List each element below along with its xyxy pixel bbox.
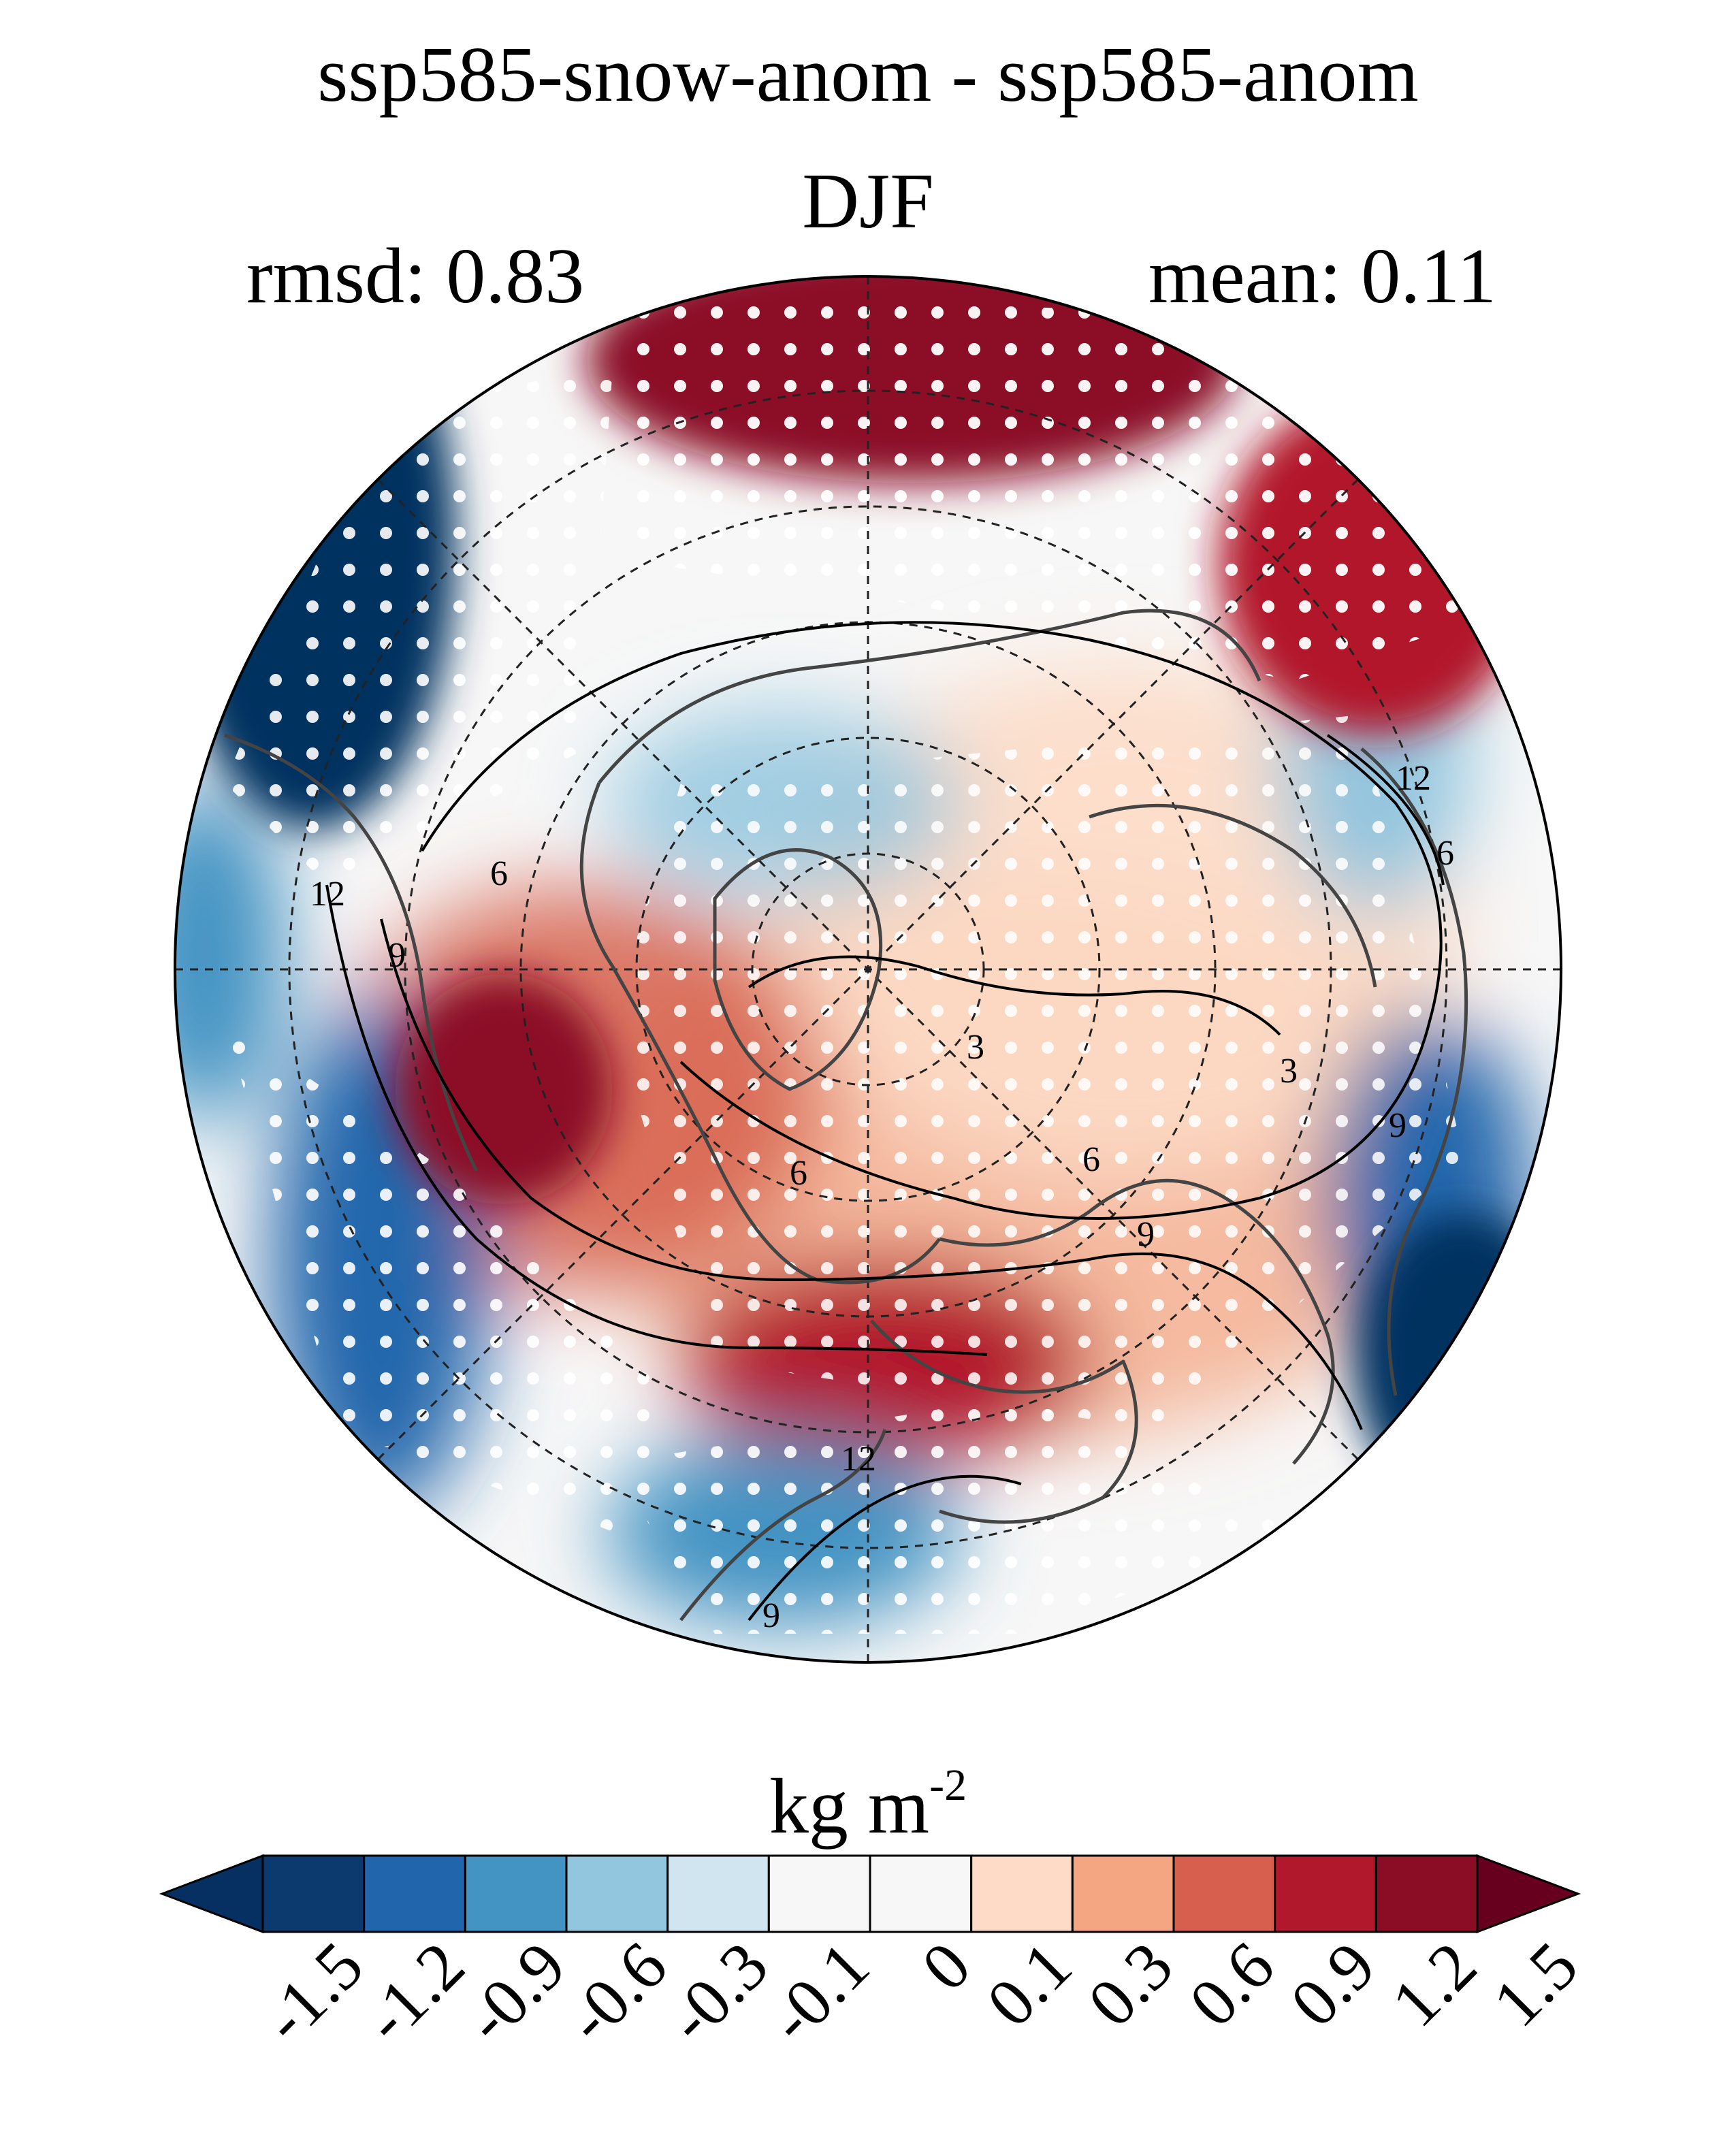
colorbar-box: [565, 1854, 669, 1933]
chart-title: ssp585-snow-anom - ssp585-anom: [317, 31, 1419, 118]
colorbar-tick-label: 0.3: [1074, 1927, 1187, 2041]
colorbar-box: [261, 1854, 366, 1933]
mean-label: mean: 0.11: [1148, 233, 1496, 320]
contour-label: 12: [841, 1440, 876, 1479]
coastline-eurasia: [939, 803, 1377, 1465]
colorbar-box: [1274, 1854, 1377, 1933]
colorbar-units: kg m-2: [0, 1760, 1736, 1847]
contour-9: [380, 918, 1363, 1430]
meridian-135: [376, 478, 1360, 1461]
colorbar-tick-label: -0.6: [551, 1927, 681, 2056]
coastline-europe: [870, 1319, 1138, 1524]
colorbar-box: [1375, 1854, 1479, 1933]
colorbar-box: [767, 1854, 871, 1933]
colorbar-box: [666, 1854, 770, 1933]
colorbar-tick-label: -0.1: [754, 1927, 883, 2056]
colorbar-extend-max: [1476, 1854, 1581, 1934]
colorbar-tick-label: -0.9: [450, 1927, 579, 2056]
colorbar-extend-min: [159, 1854, 264, 1934]
contour-label: 3: [967, 1028, 984, 1067]
rmsd-label: rmsd: 0.83: [246, 233, 585, 320]
coastline-east: [1360, 747, 1468, 1396]
lat-circle-70: [635, 737, 1101, 1202]
colorbar-tick-label: -1.2: [349, 1927, 479, 2056]
anom-strong-pos-atlantic: [395, 973, 613, 1205]
map-boundary: [174, 275, 1562, 1664]
contour-label: 6: [790, 1154, 807, 1193]
polar-map: 3 6 9 12 6 9 12 6 9 3 9 12 6: [174, 275, 1562, 1664]
colorbar-box: [464, 1854, 568, 1933]
colorbar-tick-label: 0.9: [1276, 1927, 1389, 2041]
contour-label: 9: [388, 936, 406, 975]
units-base: kg m: [769, 1763, 930, 1850]
contour-label: 6: [490, 854, 508, 893]
colorbar-box: [1172, 1854, 1276, 1933]
colorbar-box: [970, 1854, 1074, 1933]
lat-circle-40: [288, 389, 1448, 1549]
colorbar-tick-label: 1.5: [1479, 1927, 1592, 2041]
contour-label: 12: [310, 875, 345, 914]
contour-label: 9: [762, 1596, 780, 1635]
colorbar-tick-label: 1.2: [1377, 1927, 1491, 2041]
contour-6: [421, 621, 1443, 1220]
coastline-west: [224, 733, 479, 1172]
coastline-southwest: [679, 1429, 887, 1621]
chart-subtitle: DJF: [802, 158, 934, 245]
colorbar-tick-label: 0.6: [1175, 1927, 1289, 2041]
stippling-center: [613, 715, 1464, 1430]
contour-3: [748, 955, 1281, 1036]
colorbar-tick-label: 0: [907, 1927, 985, 2005]
colorbar-tick-label: -0.3: [653, 1927, 782, 2056]
colorbar-tick-label: -1.5: [248, 1927, 377, 2056]
colorbar-box: [363, 1854, 466, 1933]
contour-12: [325, 734, 1445, 1356]
contour-label: 9: [1137, 1215, 1155, 1254]
contour-label: 9: [1389, 1106, 1407, 1145]
units-exponent: -2: [929, 1760, 967, 1810]
stippling-left: [225, 368, 613, 885]
colorbar-tick-label: 0.1: [972, 1927, 1086, 2041]
stippling-bottomleft: [225, 1021, 681, 1532]
contour-label: 3: [1280, 1052, 1298, 1091]
contour-label: 6: [1082, 1140, 1100, 1179]
contour-label: 6: [1436, 834, 1454, 873]
colorbar-box: [1071, 1854, 1175, 1933]
contour-label: 12: [1396, 759, 1431, 798]
colorbar-box: [869, 1854, 973, 1933]
contour-9b: [748, 1474, 1022, 1621]
coastline-greenland: [713, 848, 883, 1091]
coastline-north-america: [579, 609, 1261, 1285]
